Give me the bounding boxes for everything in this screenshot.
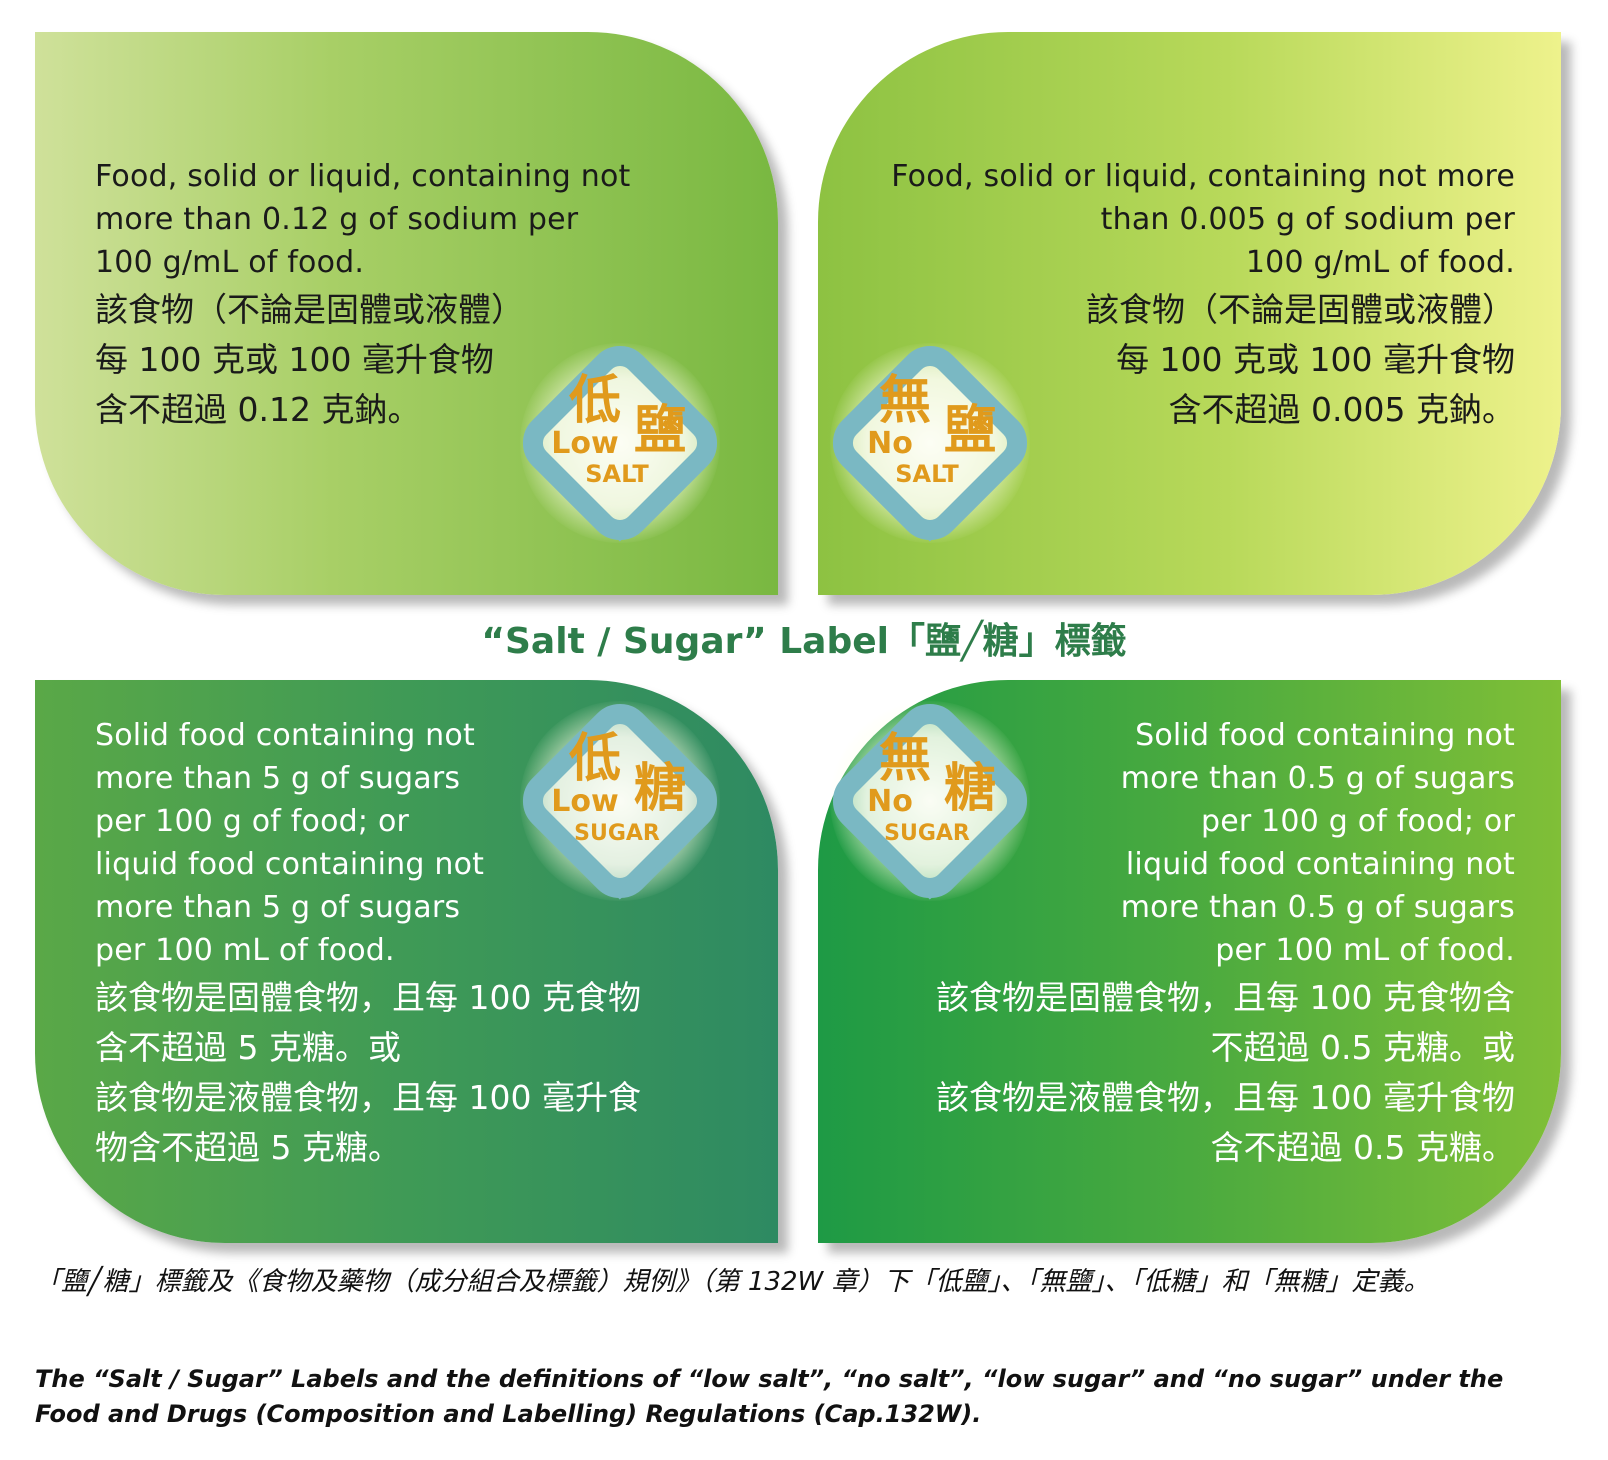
low-salt-zh-line: 該食物（不論是固體或液體）	[95, 290, 524, 329]
no-sugar-en-line: per 100 g of food; or	[1200, 804, 1515, 839]
badge-han2: 鹽	[944, 401, 996, 461]
no-sugar-en-line: per 100 mL of food.	[1215, 933, 1515, 968]
low-sugar-en-line: Solid food containing not	[95, 718, 475, 753]
low-salt-en-line: more than 0.12 g of sodium per	[95, 202, 579, 237]
low-sugar-en-line: per 100 g of food; or	[95, 804, 410, 839]
low-salt-zh-line: 含不超過 0.12 克鈉。	[95, 390, 421, 429]
no-sugar-badge: 無 糖 No SUGAR	[805, 676, 1055, 926]
no-salt-zh-line: 每 100 克或 100 毫升食物	[1116, 340, 1515, 379]
no-sugar-en-line: more than 0.5 g of sugars	[1120, 761, 1515, 796]
badge-diamond-icon: 低 鹽 Low SALT	[522, 345, 718, 542]
badge-en1: No	[867, 426, 913, 461]
caption-english: The “Salt / Sugar” Labels and the defini…	[35, 1365, 1504, 1428]
low-sugar-en-line: liquid food containing not	[95, 847, 485, 882]
low-sugar-en-line: more than 5 g of sugars	[95, 890, 461, 925]
badge-en2: SUGAR	[574, 821, 660, 846]
no-sugar-zh-line: 該食物是固體食物，且每 100 克食物含	[936, 978, 1515, 1017]
no-salt-description: Food, solid or liquid, containing not mo…	[860, 155, 1515, 434]
no-salt-zh-line: 該食物（不論是固體或液體）	[1086, 290, 1515, 329]
badge-han2: 鹽	[634, 401, 686, 461]
no-salt-badge: 無 鹽 No SALT	[805, 318, 1055, 568]
no-sugar-zh-line: 含不超過 0.5 克糖。	[1210, 1128, 1515, 1167]
badge-en2: SUGAR	[884, 821, 970, 846]
badge-diamond-icon: 無 鹽 No SALT	[832, 345, 1028, 542]
no-sugar-zh-line: 不超過 0.5 克糖。或	[1210, 1028, 1515, 1067]
badge-han2: 糖	[634, 759, 686, 819]
low-sugar-en-line: per 100 mL of food.	[95, 933, 395, 968]
no-sugar-en-line: more than 0.5 g of sugars	[1120, 890, 1515, 925]
badge-en1: Low	[551, 426, 618, 461]
no-salt-zh-line: 含不超過 0.005 克鈉。	[1168, 390, 1515, 429]
low-sugar-zh-line: 該食物是固體食物，且每 100 克食物	[95, 978, 641, 1017]
low-sugar-description: Solid food containing not more than 5 g …	[95, 714, 695, 1172]
no-salt-en-line: than 0.005 g of sodium per	[1100, 202, 1515, 237]
no-sugar-en-line: liquid food containing not	[1125, 847, 1515, 882]
no-salt-en-line: 100 g/mL of food.	[1245, 245, 1515, 280]
no-sugar-zh-line: 該食物是液體食物，且每 100 毫升食物	[936, 1078, 1515, 1117]
no-sugar-en-line: Solid food containing not	[1135, 718, 1515, 753]
low-salt-zh-line: 每 100 克或 100 毫升食物	[95, 340, 494, 379]
badge-diamond-icon: 無 糖 No SUGAR	[832, 703, 1028, 900]
low-salt-description: Food, solid or liquid, containing not mo…	[95, 155, 655, 434]
badge-en2: SALT	[585, 460, 649, 488]
low-salt-en-line: 100 g/mL of food.	[95, 245, 365, 280]
badge-han2: 糖	[944, 759, 996, 819]
no-sugar-description: Solid food containing not more than 0.5 …	[860, 714, 1515, 1172]
low-sugar-zh-line: 含不超過 5 克糖。或	[95, 1028, 401, 1067]
badge-han1: 無	[879, 371, 931, 431]
badge-en2: SALT	[895, 460, 959, 488]
low-salt-en-line: Food, solid or liquid, containing not	[95, 159, 631, 194]
badge-han1: 低	[569, 371, 621, 431]
badge-diamond-icon: 低 糖 Low SUGAR	[522, 703, 718, 900]
low-sugar-badge: 低 糖 Low SUGAR	[495, 676, 745, 926]
center-title: “Salt / Sugar” Label「鹽╱糖」標籤	[481, 621, 1127, 662]
no-salt-en-line: Food, solid or liquid, containing not mo…	[891, 159, 1515, 194]
caption-chinese: 「鹽╱糖」標籤及《食物及藥物（成分組合及標籤）規例》（第 132W 章）下「低鹽…	[35, 1267, 1430, 1297]
badge-en1: No	[867, 784, 913, 819]
low-sugar-zh-line: 物含不超過 5 克糖。	[95, 1128, 401, 1167]
badge-han1: 低	[569, 729, 621, 789]
low-sugar-zh-line: 該食物是液體食物，且每 100 毫升食	[95, 1078, 641, 1117]
low-salt-badge: 低 鹽 Low SALT	[495, 318, 745, 568]
badge-han1: 無	[879, 729, 931, 789]
low-sugar-en-line: more than 5 g of sugars	[95, 761, 461, 796]
badge-en1: Low	[551, 784, 618, 819]
